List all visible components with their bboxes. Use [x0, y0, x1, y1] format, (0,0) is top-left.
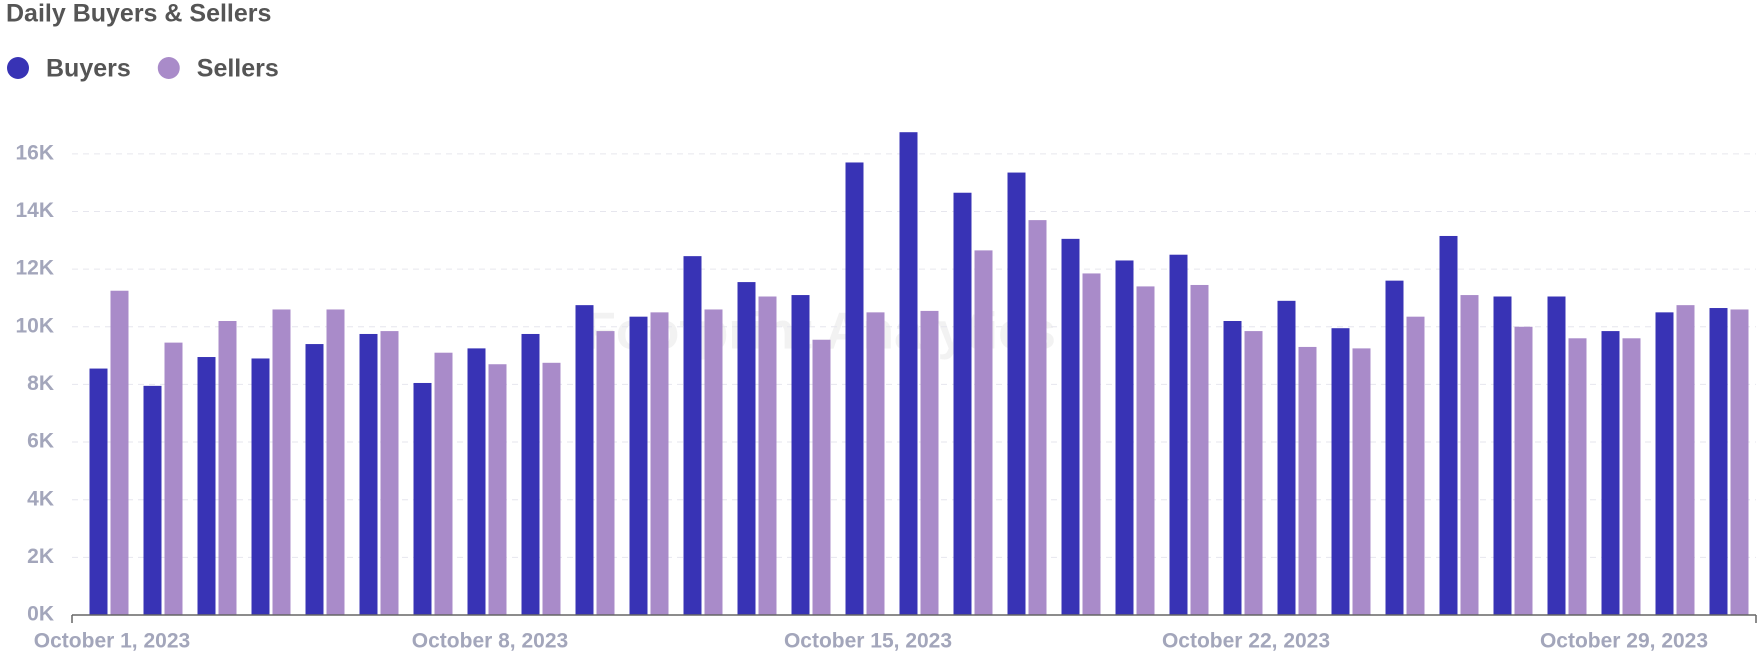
bar: [1730, 309, 1749, 615]
bar: [758, 296, 777, 615]
y-tick-label: 0K: [27, 603, 54, 626]
bar: [1547, 296, 1566, 615]
bar: [575, 305, 594, 615]
bar: [251, 358, 270, 615]
bar: [1385, 280, 1404, 615]
bar: [629, 316, 648, 615]
bar: [1028, 220, 1047, 615]
bar: [866, 312, 885, 615]
bar: [1190, 284, 1209, 615]
y-tick-label: 14K: [15, 199, 54, 222]
bar: [218, 321, 237, 615]
y-tick-label: 10K: [15, 314, 54, 337]
legend-marker: [7, 57, 29, 79]
bar: [596, 331, 615, 615]
bar: [1655, 312, 1674, 615]
legend-label: Buyers: [46, 55, 131, 83]
bar: [1244, 331, 1263, 615]
bar: [110, 290, 129, 615]
bar: [899, 132, 918, 616]
bar: [467, 348, 486, 615]
bar: [1061, 238, 1080, 615]
bar: [143, 385, 162, 615]
bar: [413, 382, 432, 615]
bar: [1514, 326, 1533, 615]
x-tick-label: October 8, 2023: [412, 630, 568, 653]
y-tick-label: 16K: [15, 141, 54, 164]
x-tick-label: October 1, 2023: [34, 630, 190, 653]
bar: [305, 344, 324, 615]
bar: [845, 162, 864, 615]
chart-title: Daily Buyers & Sellers: [6, 0, 271, 28]
bar: [953, 192, 972, 615]
bar: [1082, 273, 1101, 615]
bar: [1298, 346, 1317, 615]
bar: [1568, 338, 1587, 615]
y-tick-label: 2K: [27, 545, 54, 568]
bar: [1439, 235, 1458, 615]
bar: [1277, 300, 1296, 615]
bar: [1460, 295, 1479, 615]
y-tick-label: 8K: [27, 372, 54, 395]
bar: [521, 333, 540, 615]
bar: [1115, 260, 1134, 615]
bar: [812, 339, 831, 615]
y-tick-label: 12K: [15, 257, 54, 280]
bar: [164, 342, 183, 615]
bar: [1331, 328, 1350, 615]
bar: [1601, 331, 1620, 615]
bar: [791, 295, 810, 615]
x-tick-label: October 29, 2023: [1540, 630, 1708, 653]
bar: [1709, 308, 1728, 615]
bar: [1169, 254, 1188, 616]
bar: [1007, 172, 1026, 615]
bar: [1136, 286, 1155, 615]
legend-marker: [157, 57, 180, 79]
bar: [650, 312, 669, 615]
bar: [974, 250, 993, 615]
bar: [1406, 316, 1425, 615]
bar: [683, 256, 702, 615]
bar: [197, 357, 216, 615]
bar: [1352, 348, 1371, 615]
bar: [542, 362, 561, 615]
y-tick-label: 4K: [27, 487, 54, 510]
bar: [920, 310, 939, 615]
y-tick-label: 6K: [27, 430, 54, 453]
bar: [704, 309, 723, 615]
x-tick-label: October 15, 2023: [784, 630, 952, 653]
bar: [89, 368, 108, 615]
legend-label: Sellers: [197, 55, 279, 83]
bar: [359, 333, 378, 615]
bar: [488, 364, 507, 615]
bar: [1622, 338, 1641, 615]
x-tick-label: October 22, 2023: [1162, 630, 1330, 653]
bar: [380, 331, 399, 615]
bar: [326, 309, 345, 615]
bar: [737, 282, 756, 615]
bar: [434, 352, 453, 615]
bar: [1223, 321, 1242, 615]
bar: [1676, 305, 1695, 615]
bar: [1493, 296, 1512, 615]
bar: [272, 309, 291, 615]
